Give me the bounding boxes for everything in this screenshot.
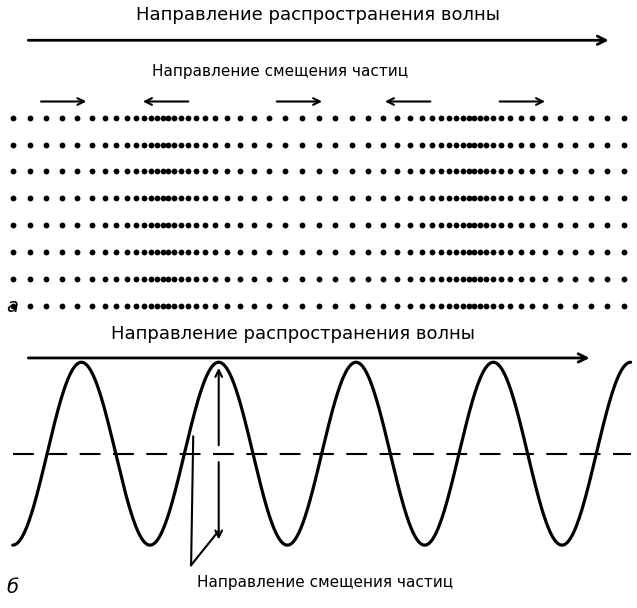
Text: Направление распространения волны: Направление распространения волны: [111, 325, 475, 343]
Text: а: а: [6, 297, 18, 316]
Text: б: б: [6, 578, 18, 596]
Text: Направление распространения волны: Направление распространения волны: [136, 7, 501, 24]
Text: Направление смещения частиц: Направление смещения частиц: [197, 575, 454, 590]
Text: Направление смещения частиц: Направление смещения частиц: [152, 64, 408, 80]
